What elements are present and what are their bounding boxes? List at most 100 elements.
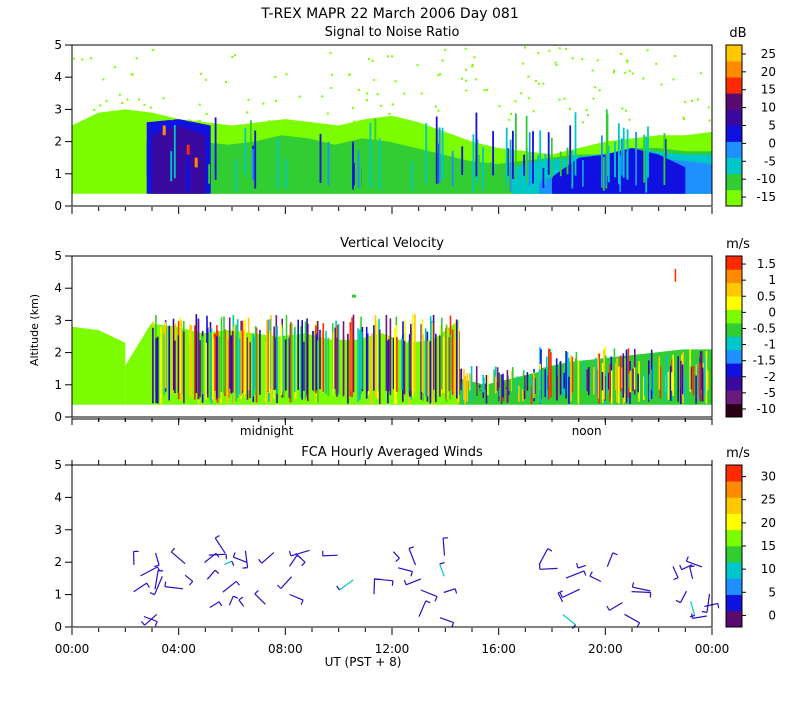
velocity-streak <box>165 322 167 388</box>
colorbar-unit: dB <box>729 26 746 41</box>
noise-speck <box>131 73 133 75</box>
velocity-streak <box>317 340 319 402</box>
colorbar-label: 15 <box>761 539 776 553</box>
noise-speck <box>387 55 389 57</box>
velocity-streak <box>644 374 646 396</box>
noise-speck <box>465 69 467 71</box>
velocity-streak <box>637 374 639 393</box>
wind-barb <box>291 550 310 556</box>
y-tick-label: 5 <box>54 38 62 52</box>
wind-barb-flag <box>337 586 340 590</box>
x-tick-label: 08:00 <box>268 642 303 656</box>
colorbar-label: 30 <box>761 470 776 484</box>
wind-barb-flag <box>409 547 414 549</box>
colorbar-swatch <box>726 578 742 595</box>
noise-speck <box>248 99 250 101</box>
velocity-streak <box>357 328 359 402</box>
echo-streak <box>544 154 546 185</box>
y-tick-label: 2 <box>54 555 62 569</box>
velocity-streak <box>618 367 620 404</box>
noise-speck <box>515 100 517 102</box>
echo-streak <box>537 155 539 190</box>
noise-speck <box>353 121 355 123</box>
velocity-streak <box>248 318 250 391</box>
velocity-streak <box>316 335 318 391</box>
velocity-streak <box>174 341 176 394</box>
velocity-streak <box>649 374 651 400</box>
figure-title: T-REX MAPR 22 March 2006 Day 081 <box>260 6 519 22</box>
wind-barb-flag <box>154 565 159 566</box>
velocity-streak <box>533 373 535 398</box>
colorbar-label: -1.5 <box>753 354 776 368</box>
velocity-streak <box>682 365 684 395</box>
y-tick-label: 2 <box>54 346 62 360</box>
wind-barb <box>245 551 247 568</box>
noise-speck <box>188 119 190 121</box>
velocity-streak <box>603 349 605 400</box>
echo-streak <box>647 126 649 177</box>
wind-barb-flag <box>607 606 609 610</box>
velocity-streak <box>183 332 185 404</box>
noise-speck <box>499 105 501 107</box>
velocity-streak <box>205 343 207 400</box>
velocity-streak <box>239 339 241 394</box>
echo-streak <box>608 146 610 182</box>
echo-streak <box>461 146 463 175</box>
noise-speck <box>143 104 145 106</box>
velocity-streak <box>664 371 666 401</box>
echo-streak <box>384 156 386 182</box>
y-tick-label: 0 <box>54 410 62 424</box>
colorbar-label: 0 <box>768 305 776 319</box>
velocity-streak <box>232 331 234 393</box>
velocity-streak <box>361 332 363 389</box>
wind-barb <box>440 564 445 576</box>
noise-speck <box>642 78 644 80</box>
velocity-streak <box>276 326 278 394</box>
noise-speck <box>299 96 301 98</box>
velocity-streak <box>414 314 416 392</box>
velocity-streak <box>379 330 381 404</box>
wind-barb <box>340 580 354 590</box>
velocity-streak <box>334 328 336 389</box>
wind-barb <box>210 602 219 608</box>
velocity-streak <box>500 375 502 402</box>
wind-barb <box>590 576 601 581</box>
velocity-streak <box>294 327 296 392</box>
wind-barb-flag <box>676 600 680 602</box>
noise-speck <box>508 119 510 121</box>
velocity-streak <box>502 374 504 398</box>
velocity-streak <box>171 327 173 395</box>
y-tick-label: 0 <box>54 199 62 213</box>
wind-barb-flag <box>155 622 157 627</box>
velocity-streak <box>412 314 414 397</box>
velocity-streak <box>447 327 449 399</box>
panel-title: Vertical Velocity <box>340 236 444 251</box>
velocity-streak <box>479 385 481 388</box>
wind-barb <box>566 571 584 578</box>
noise-speck <box>465 48 467 50</box>
echo-streak <box>478 155 480 175</box>
velocity-streak <box>351 317 353 397</box>
noise-speck <box>437 74 439 76</box>
colorbar-swatch <box>726 61 742 77</box>
velocity-streak <box>704 357 706 394</box>
echo-streak <box>250 120 252 187</box>
velocity-streak <box>157 337 159 404</box>
velocity-streak <box>249 342 251 398</box>
colorbar-swatch <box>726 142 742 158</box>
velocity-streak <box>706 351 708 404</box>
wind-barb-flag <box>674 578 679 580</box>
noise-speck <box>442 60 444 62</box>
echo-streak <box>406 168 408 193</box>
velocity-streak <box>432 322 434 404</box>
echo-streak <box>621 138 623 175</box>
wind-barb-flag <box>613 553 618 555</box>
wind-barb <box>539 549 548 565</box>
velocity-streak <box>301 320 303 400</box>
wind-barb-flag <box>590 572 592 576</box>
noise-speck <box>528 97 530 99</box>
wind-barb <box>607 553 613 567</box>
noise-speck <box>90 57 92 59</box>
wind-barb-flag <box>692 614 693 619</box>
